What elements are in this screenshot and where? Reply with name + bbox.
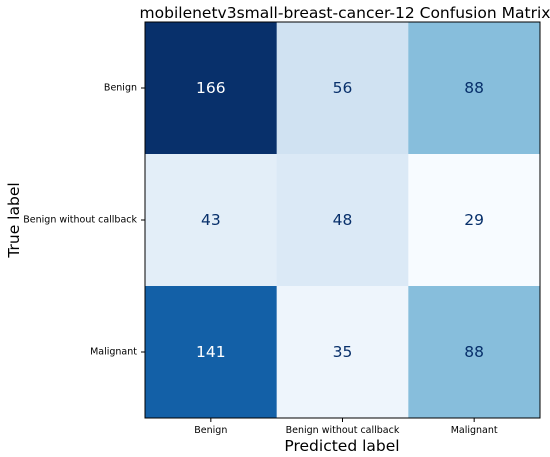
cell-value-label: 56	[333, 79, 353, 97]
cell-value-label: 35	[333, 343, 353, 361]
heatmap-cell	[276, 154, 409, 287]
x-tick-label: Malignant	[451, 425, 498, 436]
chart-title: mobilenetv3small-breast-cancer-12 Confus…	[140, 4, 550, 22]
y-tick-label: Benign without callback	[23, 215, 137, 226]
heatmap-cell	[276, 286, 409, 419]
heatmap-cell	[408, 22, 541, 155]
y-tick-label: Benign	[104, 83, 137, 94]
x-axis-label: Predicted label	[284, 437, 399, 455]
heatmap-cell	[276, 22, 409, 155]
cell-value-label: 166	[196, 79, 226, 97]
y-axis-ticks: Benign Benign without callback Malignant	[23, 83, 145, 358]
cell-value-label: 88	[464, 79, 484, 97]
cell-value-label: 88	[464, 343, 484, 361]
heatmap-cell	[145, 22, 278, 155]
cell-value-label: 29	[464, 211, 484, 229]
cell-value-label: 43	[201, 211, 221, 229]
heatmap-cell	[408, 286, 541, 419]
y-axis-label: True label	[5, 182, 23, 258]
x-tick-label: Benign without callback	[286, 425, 400, 436]
y-tick-label: Malignant	[90, 347, 137, 358]
heatmap-cell	[408, 154, 541, 287]
x-tick-label: Benign	[194, 425, 227, 436]
heatmap-cell	[145, 286, 278, 419]
heatmap-cell	[145, 154, 278, 287]
cell-value-label: 141	[196, 343, 226, 361]
cell-value-label: 48	[333, 211, 353, 229]
x-axis-ticks: Benign Benign without callback Malignant	[194, 418, 498, 436]
heatmap-cells	[145, 22, 541, 419]
cell-value-labels: 166 56 88 43 48 29 141 35 88	[196, 79, 484, 361]
